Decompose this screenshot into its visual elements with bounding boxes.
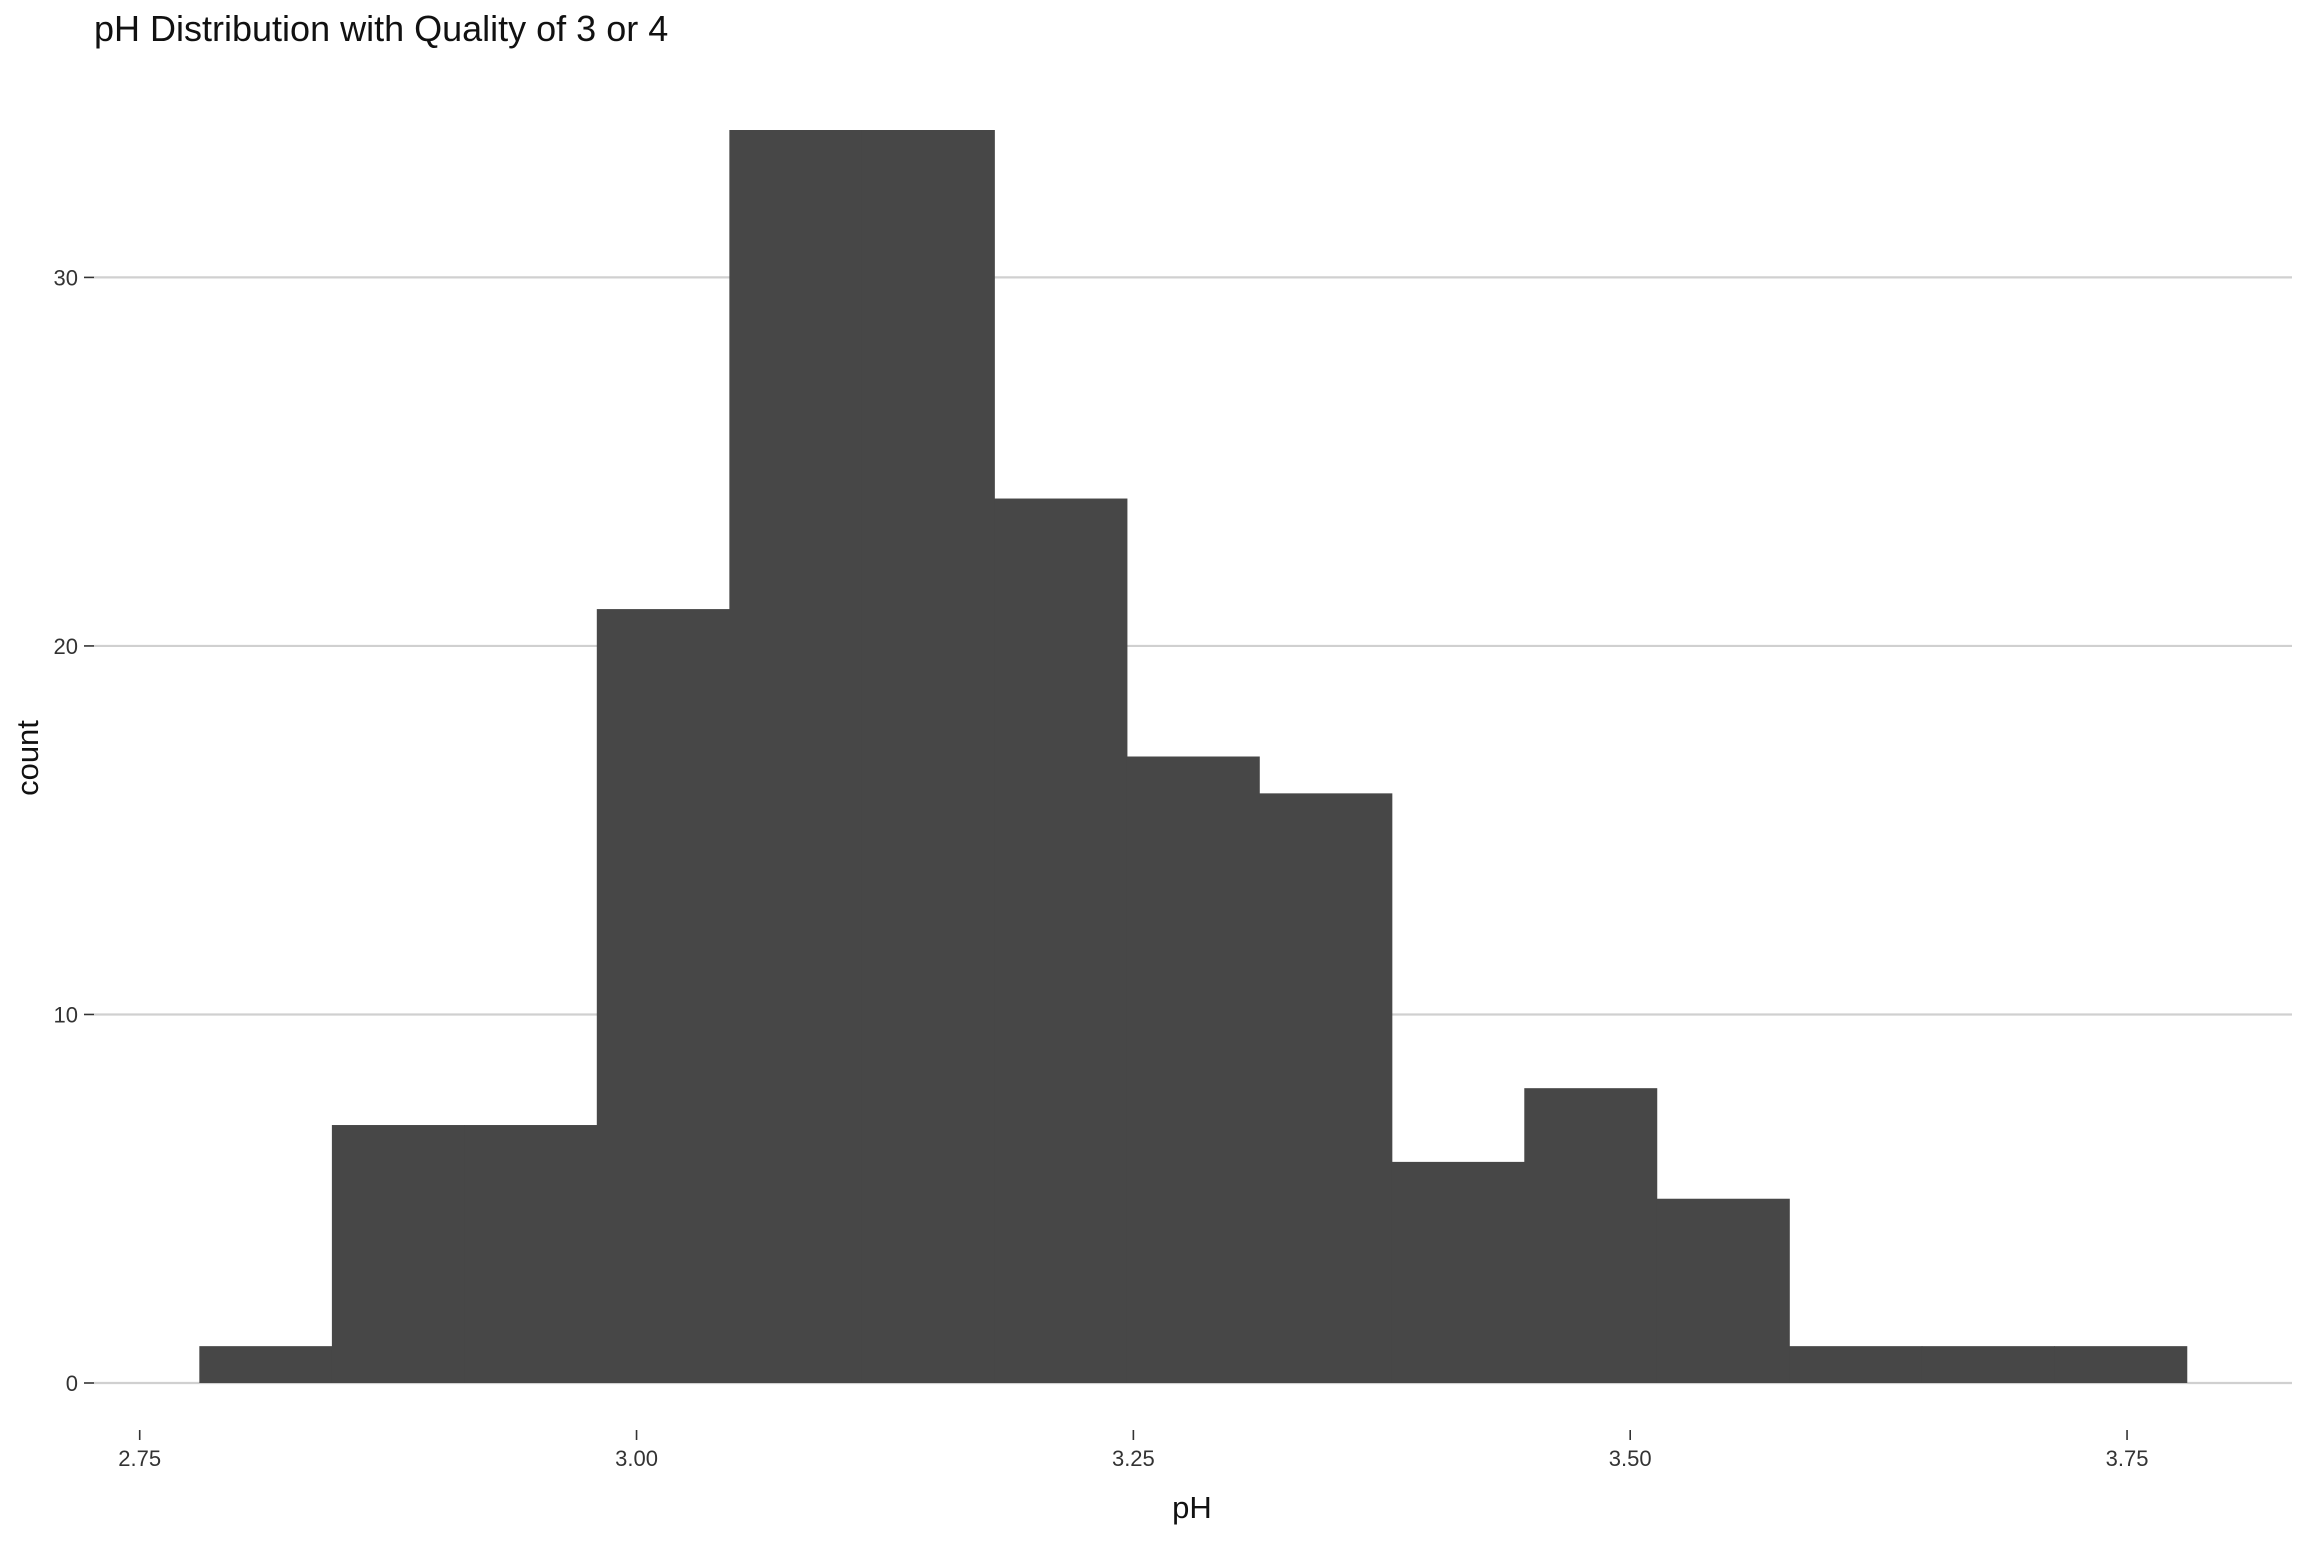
histogram-bar xyxy=(1126,756,1260,1383)
histogram-bar xyxy=(1789,1346,1923,1383)
histogram-bar xyxy=(729,130,863,1383)
y-tick-label: 0 xyxy=(66,1371,78,1396)
histogram-bar xyxy=(596,609,730,1383)
histogram-bar xyxy=(1656,1198,1790,1383)
chart-title: pH Distribution with Quality of 3 or 4 xyxy=(94,8,669,49)
histogram-bar xyxy=(464,1125,598,1383)
histogram-bar xyxy=(994,498,1128,1383)
y-axis-title: count xyxy=(10,720,45,796)
x-tick-label: 2.75 xyxy=(118,1446,161,1471)
y-axis-ticks: 0 10 20 30 xyxy=(54,265,94,1396)
histogram-bar xyxy=(331,1125,465,1383)
histogram-bar xyxy=(1391,1161,1525,1383)
y-tick-label: 10 xyxy=(54,1002,78,1027)
histogram-bar xyxy=(1921,1346,2055,1383)
histogram-bar xyxy=(861,130,995,1383)
histogram-bar xyxy=(2054,1346,2188,1383)
bars-layer xyxy=(199,130,2188,1383)
x-tick-label: 3.00 xyxy=(615,1446,658,1471)
y-tick-label: 30 xyxy=(54,265,78,290)
x-axis-ticks: 2.75 3.00 3.25 3.50 3.75 xyxy=(118,1430,2148,1471)
histogram-bar xyxy=(199,1346,333,1383)
histogram-bar xyxy=(1259,793,1393,1383)
histogram-bar xyxy=(1524,1088,1658,1383)
y-tick-label: 20 xyxy=(54,634,78,659)
x-axis-title: pH xyxy=(1172,1490,1212,1525)
x-tick-label: 3.25 xyxy=(1112,1446,1155,1471)
x-tick-label: 3.75 xyxy=(2106,1446,2149,1471)
x-tick-label: 3.50 xyxy=(1609,1446,1652,1471)
